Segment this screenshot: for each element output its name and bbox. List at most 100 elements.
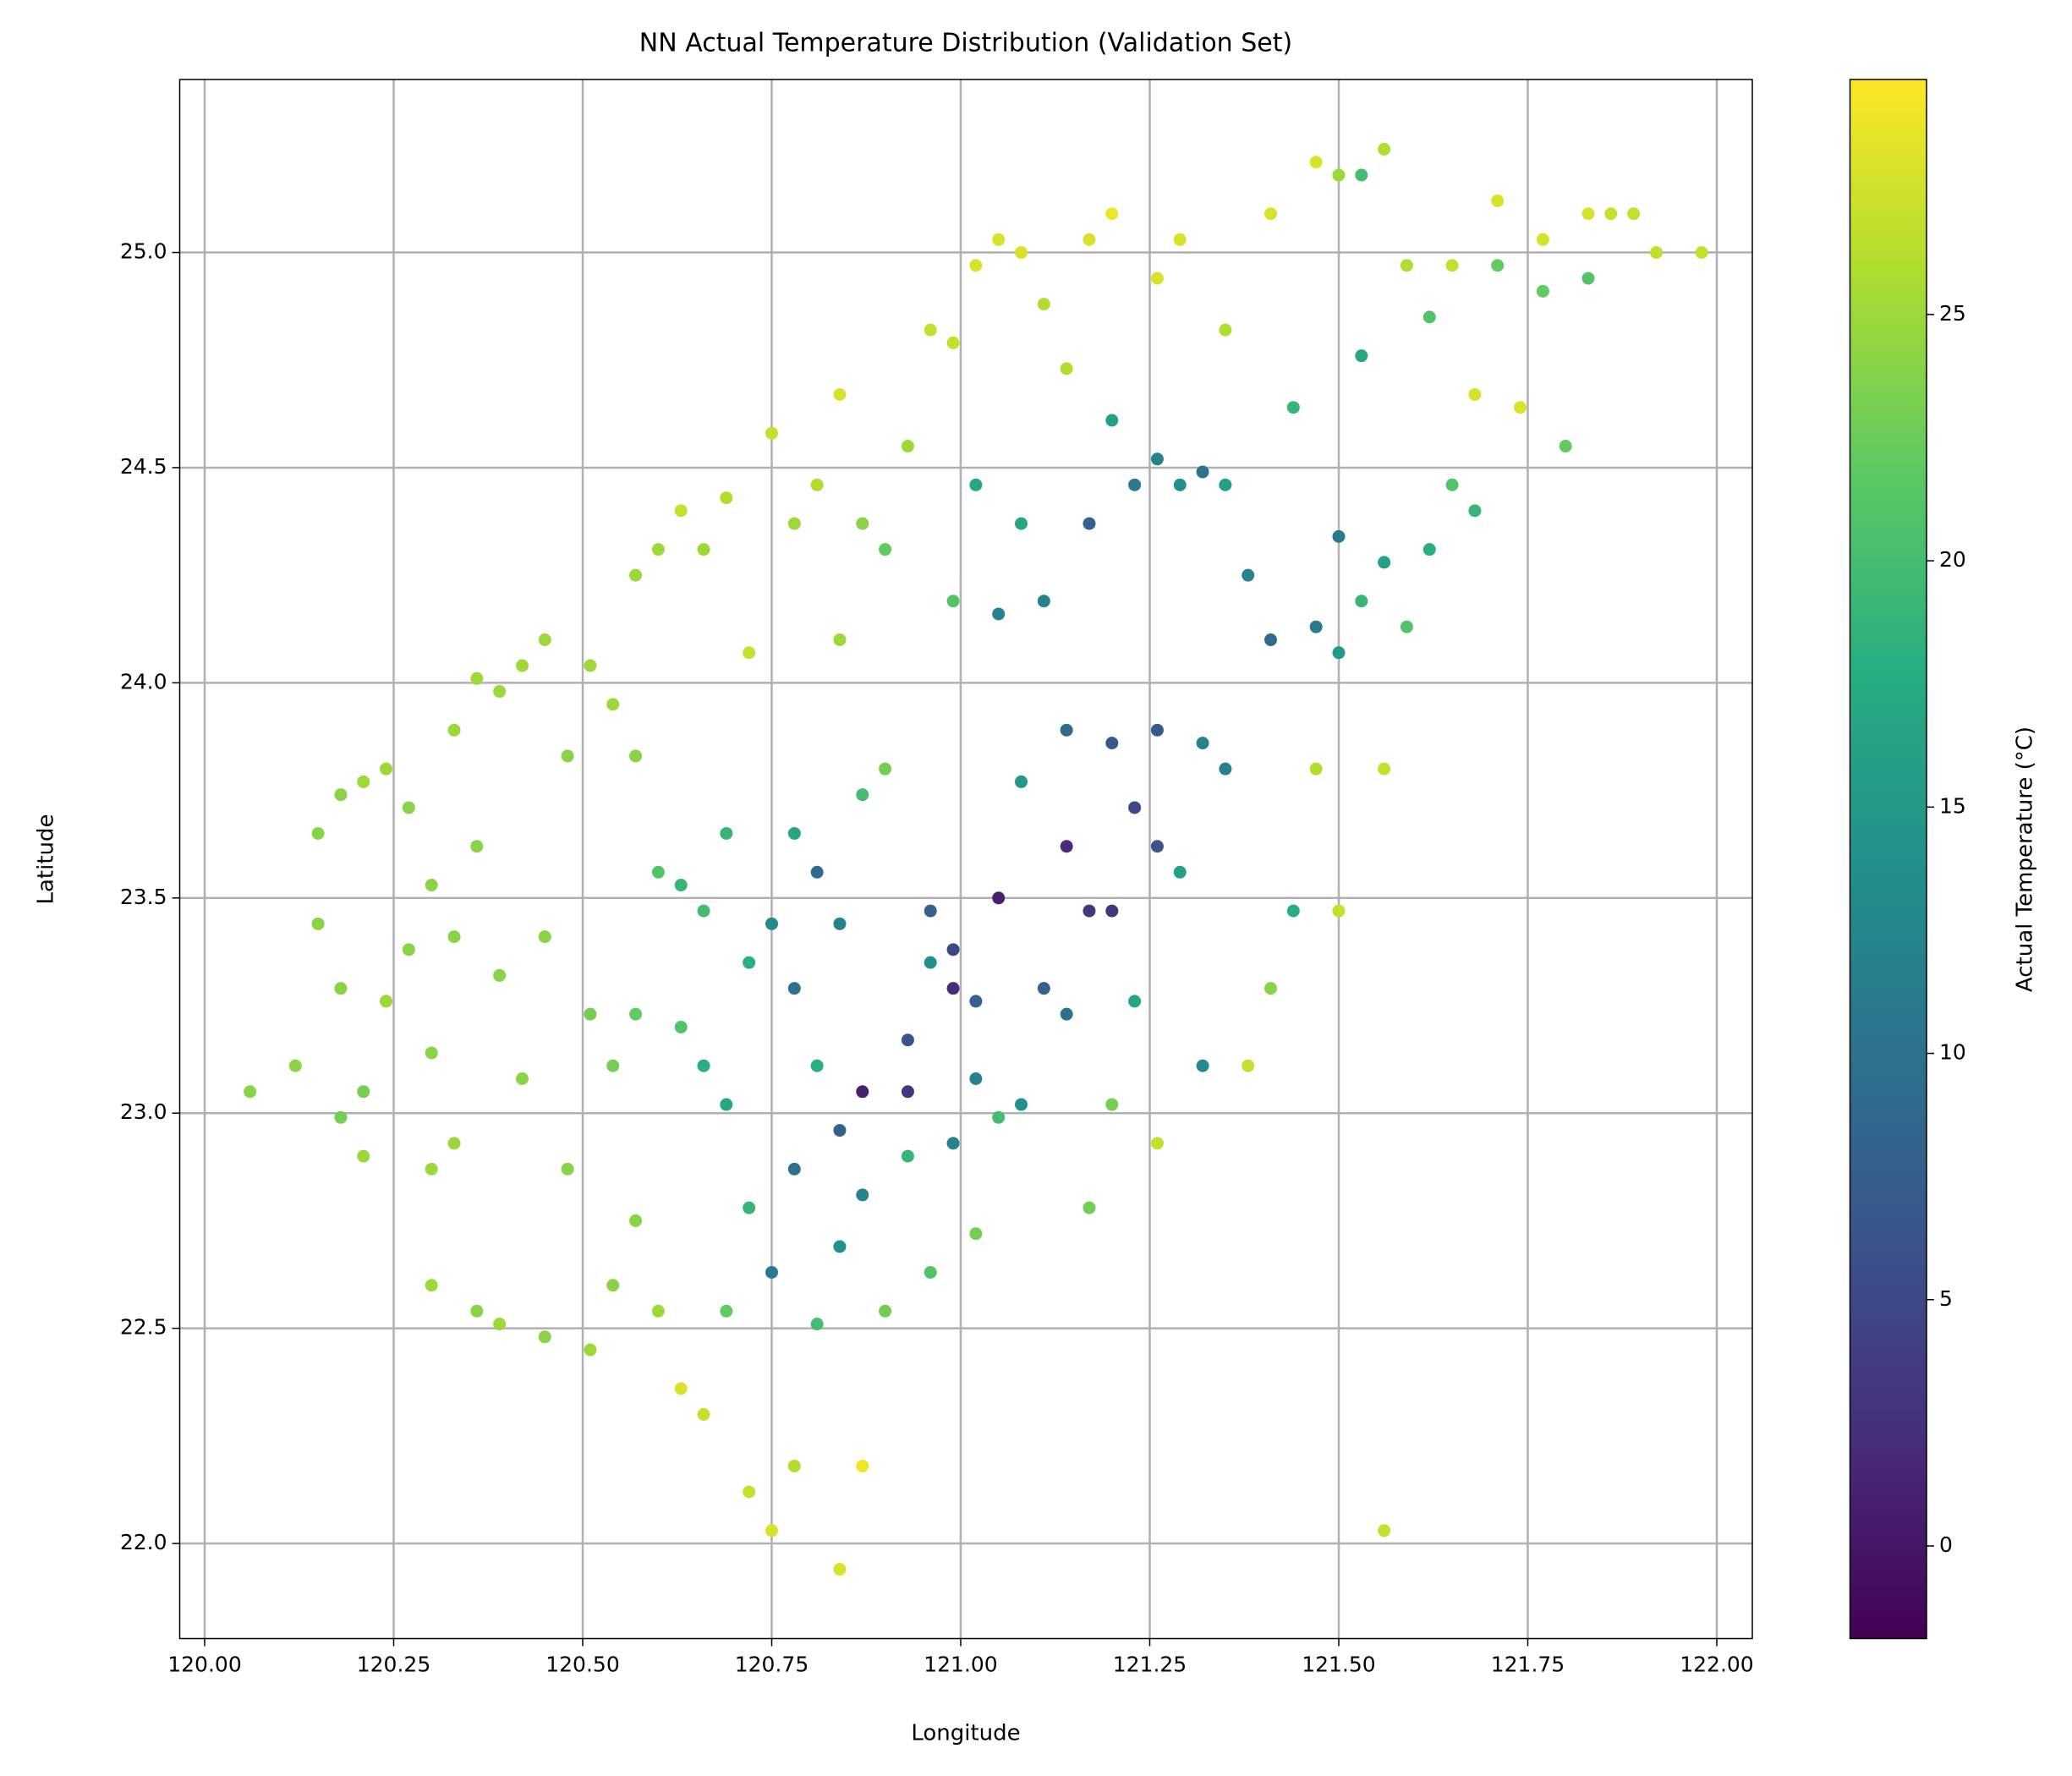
x-tick-label: 120.75 [735, 1653, 809, 1677]
point [584, 659, 597, 672]
point [357, 1149, 370, 1163]
point [311, 826, 325, 840]
point [1468, 504, 1482, 518]
point [765, 1524, 778, 1538]
point [1378, 142, 1391, 156]
point [1400, 620, 1413, 633]
point [924, 1265, 937, 1279]
point [720, 491, 733, 505]
point [629, 1007, 643, 1021]
point [924, 323, 937, 337]
point [1060, 362, 1073, 375]
point [1219, 478, 1232, 491]
point [538, 930, 551, 944]
point [1445, 478, 1459, 491]
point [493, 968, 507, 982]
point [1355, 349, 1368, 363]
y-axis-label: Latitude [34, 814, 59, 904]
y-tick-label: 23.5 [120, 885, 167, 909]
point [833, 387, 847, 401]
point [1309, 156, 1323, 169]
point [1173, 865, 1187, 879]
point [674, 504, 688, 518]
x-tick-label: 121.00 [924, 1653, 997, 1677]
point [946, 982, 960, 995]
point [924, 904, 937, 918]
point [697, 904, 710, 918]
point [470, 840, 484, 853]
y-tick-label: 22.5 [120, 1315, 167, 1340]
point [606, 698, 620, 711]
point [1219, 762, 1232, 776]
x-tick-label: 120.25 [357, 1653, 430, 1677]
point [1264, 633, 1278, 646]
point [879, 543, 892, 556]
point [1536, 233, 1549, 246]
point [1128, 801, 1142, 814]
point [447, 1137, 461, 1150]
point [969, 478, 983, 491]
point [1196, 737, 1209, 750]
point [288, 1059, 302, 1072]
point [1083, 904, 1096, 918]
point [765, 917, 778, 930]
point [651, 1304, 665, 1318]
point [1695, 246, 1708, 260]
point [743, 646, 756, 660]
point [833, 1124, 847, 1137]
point [743, 956, 756, 969]
point [969, 1072, 983, 1086]
point [856, 1188, 869, 1202]
point [1536, 284, 1549, 298]
point [357, 775, 370, 788]
point [334, 1110, 348, 1124]
point [1128, 478, 1142, 491]
point [901, 1033, 914, 1047]
point [1037, 982, 1050, 995]
point [901, 1085, 914, 1099]
point [787, 826, 801, 840]
plot-frame [178, 79, 1753, 1640]
point [425, 1046, 438, 1060]
point [743, 1201, 756, 1214]
point [334, 788, 348, 802]
colorbar-label: Actual Temperature (°C) [2013, 726, 2038, 992]
point [425, 879, 438, 892]
point [311, 917, 325, 930]
point [674, 1020, 688, 1033]
point [946, 943, 960, 957]
point [1196, 1059, 1209, 1072]
point [879, 1304, 892, 1318]
point [1150, 1137, 1164, 1150]
colorbar-tick-label: 0 [1939, 1532, 1953, 1557]
point [1378, 556, 1391, 569]
point [1491, 194, 1505, 207]
point [1332, 529, 1346, 543]
point [810, 1059, 824, 1072]
x-tick-label: 122.00 [1680, 1653, 1753, 1677]
point [1400, 259, 1413, 272]
point [879, 762, 892, 776]
point [1037, 298, 1050, 311]
x-axis-label: Longitude [911, 1721, 1020, 1746]
point [856, 517, 869, 530]
point [1491, 259, 1505, 272]
point [1445, 259, 1459, 272]
point [629, 1214, 643, 1227]
axes: 120.00 120.25 120.50 120.75 121.00 121.25 121.… [120, 79, 1966, 1677]
point [901, 1149, 914, 1163]
point [946, 595, 960, 608]
y-tick-label: 22.0 [120, 1530, 167, 1554]
point [1060, 1007, 1073, 1021]
point [561, 1162, 574, 1176]
colorbar-tick-label: 15 [1939, 793, 1966, 818]
point [380, 762, 393, 776]
point [402, 801, 415, 814]
point [515, 659, 529, 672]
point [1150, 452, 1164, 466]
point [538, 633, 551, 646]
x-tick-label: 120.50 [545, 1653, 619, 1677]
point [447, 930, 461, 944]
point [606, 1279, 620, 1292]
point [1581, 207, 1595, 221]
